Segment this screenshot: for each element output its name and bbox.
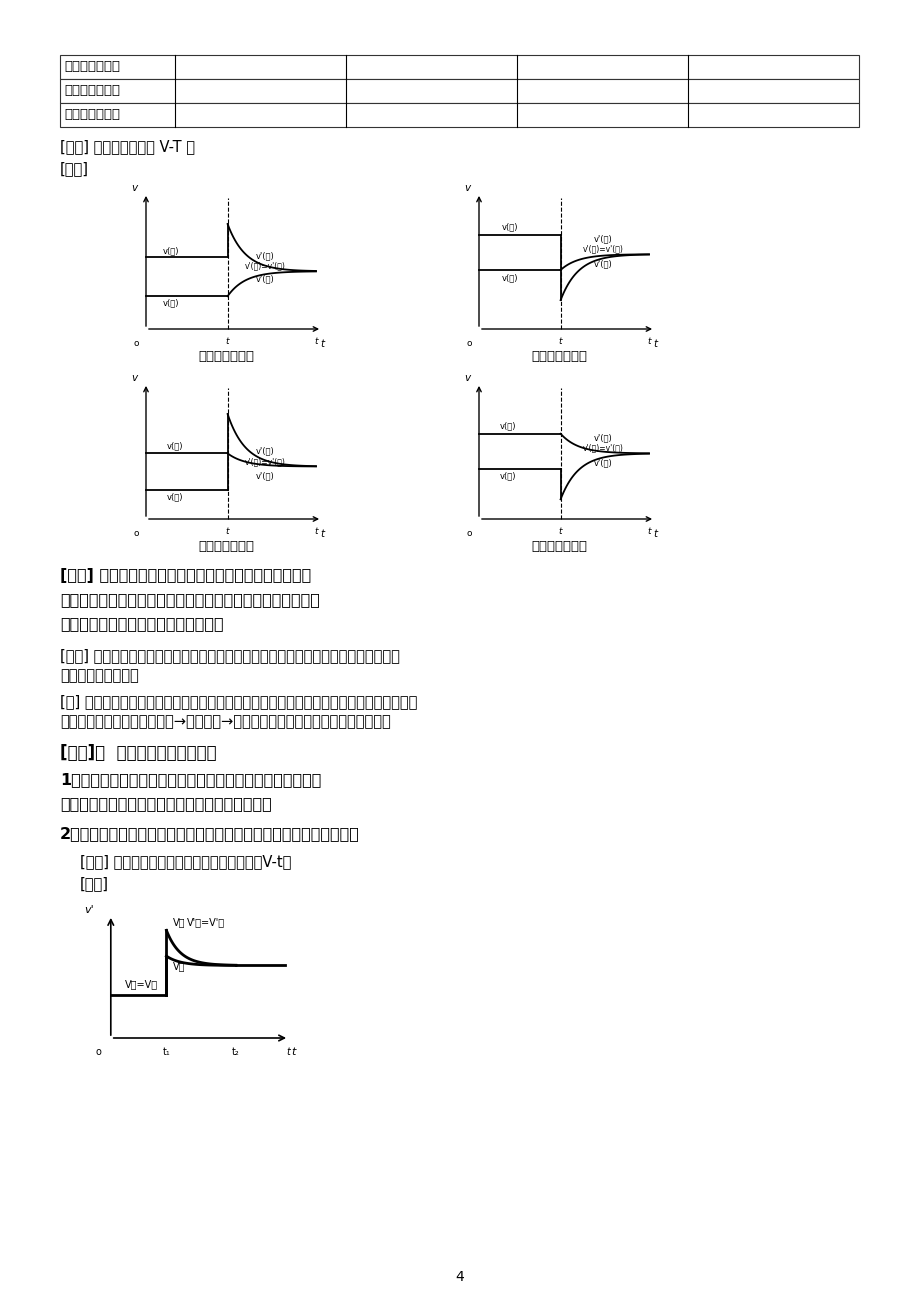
Text: 减小生成物浓度: 减小生成物浓度 — [530, 540, 586, 553]
Text: o: o — [96, 1047, 101, 1057]
Text: 动，减小压强；平衡向气体体积增大的方向移动。: 动，减小压强；平衡向气体体积增大的方向移动。 — [60, 796, 271, 811]
Text: 增大生成物浓度: 增大生成物浓度 — [198, 540, 254, 553]
Text: v: v — [463, 184, 470, 193]
Text: [板书] 在其它条件不变的情况下，增大反应物浓度，正反: [板书] 在其它条件不变的情况下，增大反应物浓度，正反 — [60, 568, 311, 583]
Text: t: t — [314, 527, 317, 536]
Text: t: t — [287, 1047, 290, 1057]
Text: V'正=V'逆: V'正=V'逆 — [187, 917, 225, 927]
Text: v'(正): v'(正) — [255, 251, 274, 260]
Text: 那究竟如何改变呢？: 那究竟如何改变呢？ — [60, 668, 139, 684]
Text: v(逆): v(逆) — [166, 492, 183, 501]
Text: v: v — [463, 372, 470, 383]
Text: t: t — [652, 529, 656, 539]
Text: 减少反应物浓度: 减少反应物浓度 — [64, 60, 119, 73]
Text: t: t — [314, 337, 317, 346]
Text: [过渡] 哪些状态物质受压强影响比较大？如何影响的？压强也能够影响化学反应速率，: [过渡] 哪些状态物质受压强影响比较大？如何影响的？压强也能够影响化学反应速率， — [60, 648, 400, 663]
Bar — [60, 103, 858, 128]
Text: 增大生成物浓度: 增大生成物浓度 — [64, 83, 119, 96]
Text: t: t — [225, 337, 229, 346]
Text: o: o — [133, 529, 139, 538]
Text: v(正): v(正) — [166, 441, 183, 450]
Text: v'(逆): v'(逆) — [255, 447, 274, 456]
Text: v(逆): v(逆) — [501, 273, 517, 283]
Text: v: v — [130, 372, 137, 383]
Text: v'(逆): v'(逆) — [593, 234, 612, 243]
Text: v(逆): v(逆) — [163, 298, 179, 307]
Text: v'(正)=v'(逆): v'(正)=v'(逆) — [244, 262, 285, 271]
Text: v'(正): v'(正) — [593, 434, 612, 443]
Text: 2、如反应前后气体体积没有变化的反应，改变压强不会使平衡移动。: 2、如反应前后气体体积没有变化的反应，改变压强不会使平衡移动。 — [60, 825, 359, 841]
Text: t: t — [647, 527, 650, 536]
Text: V逆: V逆 — [173, 961, 186, 971]
Text: [板书]二  压强对化学平衡的影响: [板书]二 压强对化学平衡的影响 — [60, 743, 216, 762]
Text: v'(正)=v'(逆): v'(正)=v'(逆) — [582, 245, 623, 254]
Text: v'(逆): v'(逆) — [255, 275, 274, 284]
Text: 应速率加快，平衡向正反应方向移动，增大生成物浓度，逆反: 应速率加快，平衡向正反应方向移动，增大生成物浓度，逆反 — [60, 592, 320, 607]
Text: V正=V逆: V正=V逆 — [125, 979, 158, 988]
Text: [投影]: [投影] — [80, 876, 108, 891]
Text: [活动] 根据压强对平衡的影响画出增大压强的V-t图: [活动] 根据压强对平衡的影响画出增大压强的V-t图 — [80, 854, 291, 868]
Text: t: t — [320, 339, 323, 349]
Text: v'(逆): v'(逆) — [593, 458, 612, 467]
Text: v: v — [130, 184, 137, 193]
Text: t: t — [558, 337, 562, 346]
Text: [投影]: [投影] — [60, 161, 89, 176]
Text: t: t — [558, 527, 562, 536]
Text: [讲] 压强对化学平衡的影响：固态、液态物质的体积受压强影响很小，压强不使平衡移动。: [讲] 压强对化学平衡的影响：固态、液态物质的体积受压强影响很小，压强不使平衡移… — [60, 694, 417, 710]
Text: v'(正): v'(正) — [255, 471, 274, 480]
Text: 4: 4 — [455, 1269, 464, 1284]
Text: t: t — [652, 339, 656, 349]
Text: v(逆): v(逆) — [499, 471, 516, 480]
Text: t: t — [291, 1047, 295, 1057]
Bar — [60, 55, 858, 79]
Text: v'(正): v'(正) — [593, 259, 612, 268]
Text: o: o — [466, 339, 471, 348]
Text: v(正): v(正) — [499, 422, 516, 431]
Text: 增大反应物浓度: 增大反应物浓度 — [198, 350, 254, 363]
Text: v(正): v(正) — [501, 223, 517, 232]
Text: o: o — [133, 339, 139, 348]
Text: 减少生成物浓度: 减少生成物浓度 — [64, 108, 119, 121]
Text: t₁: t₁ — [163, 1047, 170, 1057]
Text: t: t — [225, 527, 229, 536]
Text: v(正): v(正) — [163, 246, 179, 255]
Bar — [60, 79, 858, 103]
Text: 减小反应物浓度: 减小反应物浓度 — [530, 350, 586, 363]
Text: t: t — [647, 337, 650, 346]
Text: t: t — [320, 529, 323, 539]
Text: V正: V正 — [173, 917, 186, 927]
Text: o: o — [466, 529, 471, 538]
Text: t₂: t₂ — [232, 1047, 240, 1057]
Text: v'(正)=v'(逆): v'(正)=v'(逆) — [244, 457, 285, 466]
Text: 反应中有气体参加：压强减小→浓度减小→平衡向体积减小的方向移动，反之亦然。: 反应中有气体参加：压强减小→浓度减小→平衡向体积减小的方向移动，反之亦然。 — [60, 713, 391, 729]
Text: v'(正)=v'(逆): v'(正)=v'(逆) — [582, 444, 623, 453]
Text: 应速率加快，平衡向逆反应方向移动。: 应速率加快，平衡向逆反应方向移动。 — [60, 616, 223, 631]
Text: v': v' — [85, 905, 94, 915]
Text: [活动] 根据表格，完成 V-T 图: [活动] 根据表格，完成 V-T 图 — [60, 139, 195, 154]
Text: 1、其他条件不变时，增大压强平衡向气体体积缩小的方向移: 1、其他条件不变时，增大压强平衡向气体体积缩小的方向移 — [60, 772, 321, 786]
